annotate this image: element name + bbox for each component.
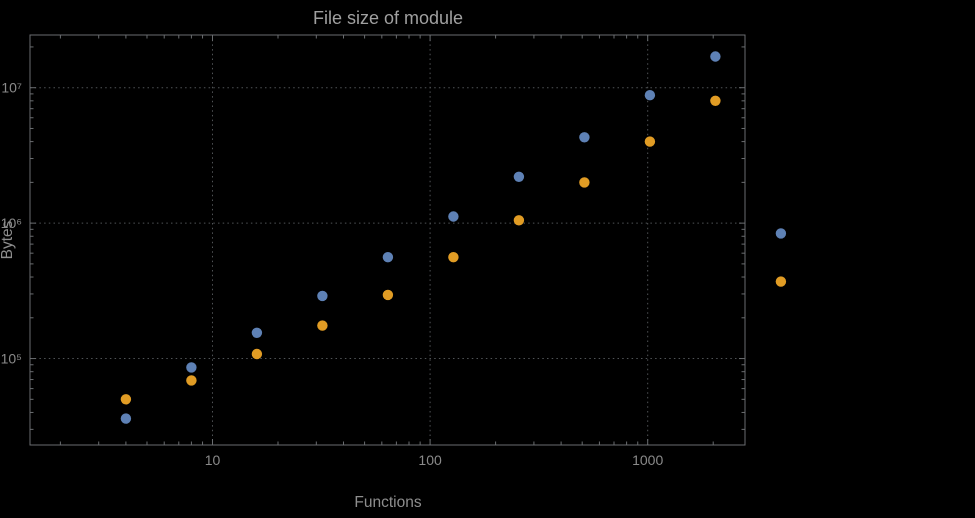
data-point-orange (186, 375, 197, 386)
data-point-orange (710, 95, 721, 107)
grid-layer (30, 35, 745, 445)
x-axis-label: Functions (354, 494, 421, 511)
data-point-orange (382, 289, 394, 301)
data-point-blue (644, 90, 656, 101)
data-point-orange (513, 215, 525, 226)
data-point-blue (710, 51, 721, 62)
data-point-orange (251, 348, 263, 360)
data-point-blue (317, 290, 328, 302)
x-tick-label: 1000 (632, 452, 663, 468)
data-point-blue (513, 171, 525, 182)
data-point-blue (382, 252, 394, 263)
data-point-orange (120, 394, 132, 405)
y-tick-label: 10⁶ (1, 215, 22, 231)
data-point-orange (644, 136, 656, 147)
data-point-orange (775, 276, 787, 287)
data-point-blue (775, 228, 787, 239)
x-tick-label: 10 (205, 452, 221, 468)
y-axis-label: Bytes (0, 220, 16, 259)
data-point-orange (448, 252, 459, 263)
data-point-blue (579, 132, 590, 143)
data-point-blue (186, 362, 197, 373)
data-point-blue (448, 211, 459, 222)
tick-label-layer: 10 100 1000 10⁵ 10⁶ 10⁷ (1, 80, 664, 468)
y-tick-label: 10⁷ (1, 80, 22, 96)
x-tick-label: 100 (418, 452, 442, 468)
chart-title: File size of module (313, 8, 463, 28)
data-point-layer (120, 51, 787, 424)
data-point-orange (579, 177, 590, 188)
data-point-orange (317, 320, 328, 331)
tick-layer (30, 35, 745, 445)
data-point-blue (120, 413, 132, 424)
data-point-blue (251, 327, 263, 338)
plot-frame (29, 34, 746, 446)
y-tick-label: 10⁵ (1, 351, 22, 367)
